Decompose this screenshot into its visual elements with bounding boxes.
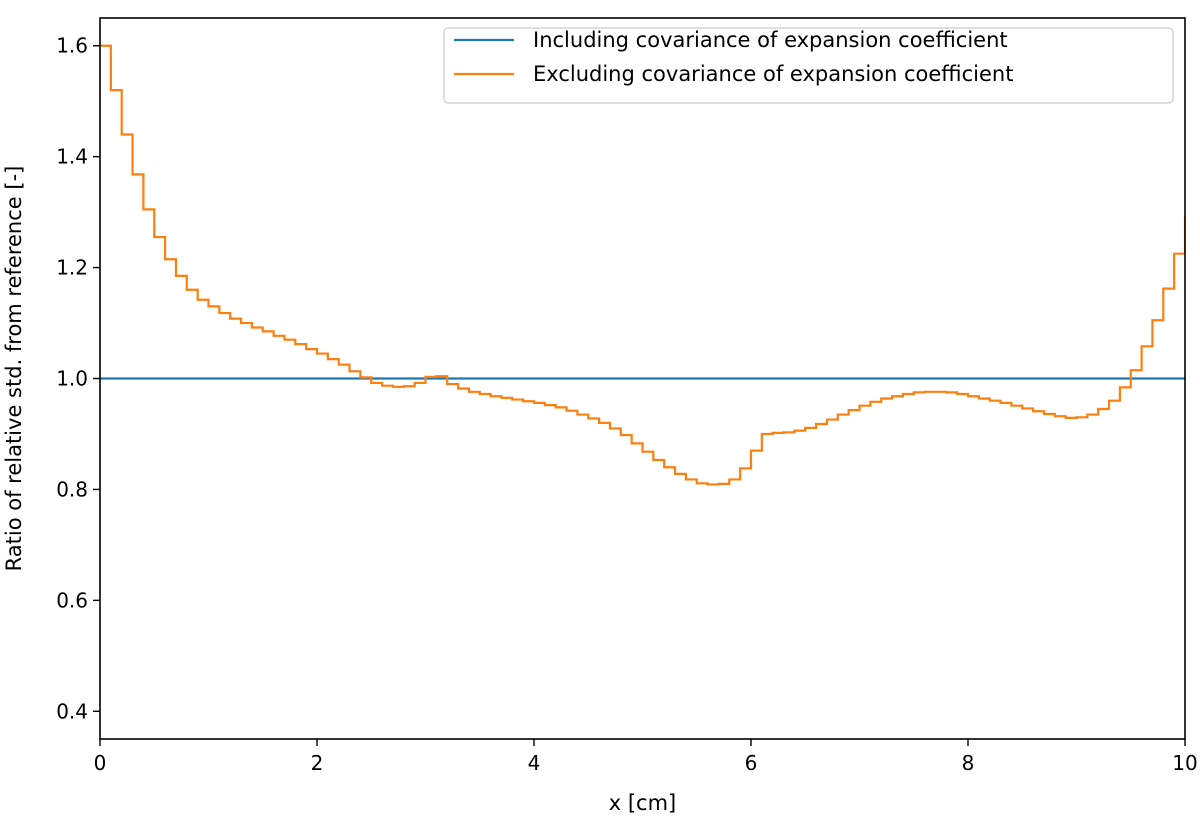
- y-tick-label: 1.4: [56, 145, 88, 169]
- axis-ticks: 0 2 4 6 8 10 0.4 0.6 0.8 1.0 1.2 1.4 1.6: [56, 34, 1198, 775]
- x-tick-label: 10: [1172, 751, 1197, 775]
- legend: Including covariance of expansion coeffi…: [443, 27, 1174, 104]
- x-tick-label: 6: [745, 751, 758, 775]
- y-tick-label: 1.6: [56, 34, 88, 58]
- y-tick-label: 1.0: [56, 367, 88, 391]
- x-axis-label: x [cm]: [609, 791, 677, 815]
- series-line-excluding: [100, 44, 1185, 486]
- x-tick-label: 4: [528, 751, 541, 775]
- y-axis-label: Ratio of relative std. from reference [-…: [2, 166, 26, 572]
- legend-box: [443, 27, 1174, 104]
- x-tick-label: 0: [94, 751, 107, 775]
- y-tick-label: 0.6: [56, 588, 88, 612]
- y-tick-label: 0.4: [56, 699, 88, 723]
- x-tick-label: 2: [311, 751, 324, 775]
- y-tick-label: 1.2: [56, 256, 88, 280]
- y-tick-label: 0.8: [56, 477, 88, 501]
- x-tick-label: 8: [962, 751, 975, 775]
- legend-label-excluding: Excluding covariance of expansion coeffi…: [533, 62, 1013, 86]
- plot-area: [100, 44, 1185, 486]
- legend-label-including: Including covariance of expansion coeffi…: [533, 28, 1008, 52]
